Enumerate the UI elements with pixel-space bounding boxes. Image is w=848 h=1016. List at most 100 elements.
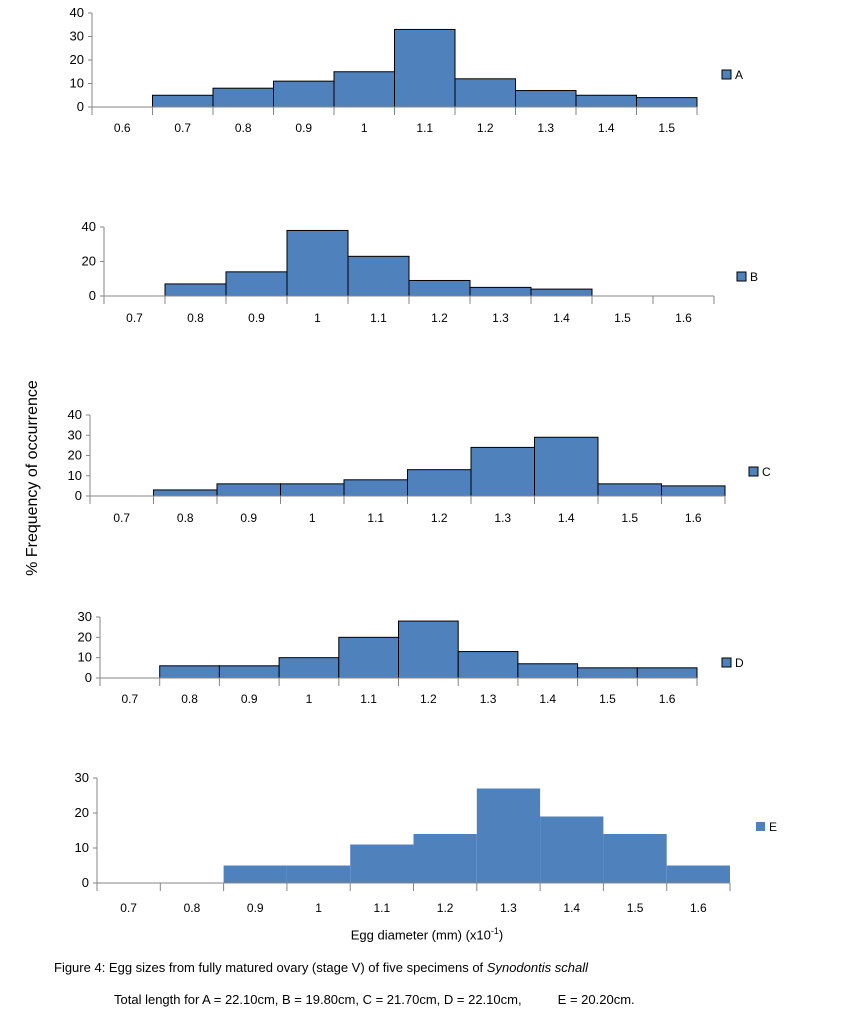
- y-tick-label: 20: [82, 254, 96, 269]
- bar: [273, 80, 335, 108]
- histogram-A: 0 10 20 30 40 0.6 0.7 0.8 0.9 1 1.1 1.2 1.3 1.4 1.5 A: [70, 5, 743, 135]
- bar: [470, 446, 535, 497]
- y-tick-label: 30: [68, 427, 82, 442]
- bar: [153, 489, 218, 497]
- x-axis-label-text: Egg diameter (mm) (x10: [350, 927, 491, 943]
- bar: [286, 865, 351, 883]
- histogram-C: 0 10 20 30 40 0.7 0.8 0.9 1 1.1 1.2 1.3 1.4 1.5 1.6 C: [68, 407, 771, 525]
- x-tick-label: 0.9: [295, 121, 312, 135]
- bar: [408, 279, 471, 297]
- x-tick-label: 1.1: [360, 692, 377, 706]
- x-tick-label: 1: [309, 511, 316, 525]
- x-tick-label: 0.7: [174, 121, 191, 135]
- x-tick-label: 0.7: [126, 311, 143, 325]
- x-tick-label: 1.6: [659, 692, 676, 706]
- y-tick-label: 0: [77, 99, 84, 114]
- bar: [218, 665, 280, 679]
- bar: [333, 71, 395, 108]
- bar: [164, 283, 227, 297]
- bar: [407, 469, 472, 497]
- bar: [152, 94, 214, 108]
- x-tick-label: 1.4: [539, 692, 556, 706]
- x-tick-label: 0.7: [113, 511, 130, 525]
- bar: [216, 483, 281, 497]
- x-tick-label: 1.2: [431, 311, 448, 325]
- x-tick-label: 1.4: [563, 901, 580, 915]
- x-tick-label: 1.6: [685, 511, 702, 525]
- y-tick-label: 10: [75, 840, 89, 855]
- figure-caption: Figure 4: Egg sizes from fully matured o…: [54, 960, 588, 975]
- x-tick-label: 0.7: [120, 901, 137, 915]
- legend-label: A: [735, 68, 743, 82]
- x-tick-label: 1.1: [367, 511, 384, 525]
- bar: [159, 665, 220, 679]
- total-length-note: Total length for A = 22.10cm, B = 19.80c…: [114, 992, 635, 1007]
- x-tick-label: 1: [361, 121, 368, 135]
- bar: [603, 834, 667, 883]
- x-tick-label: 1.2: [431, 511, 448, 525]
- legend-swatch: [748, 466, 759, 477]
- x-tick-label: 1.4: [558, 511, 575, 525]
- legend-swatch: [721, 657, 732, 668]
- bar: [286, 229, 349, 297]
- y-tick-label: 20: [70, 52, 84, 67]
- y-tick-label: 30: [70, 29, 84, 44]
- bar: [666, 865, 730, 883]
- legend-swatch: [736, 271, 747, 282]
- x-tick-label: 1: [314, 311, 321, 325]
- bar: [457, 651, 519, 679]
- y-tick-label: 30: [78, 609, 92, 624]
- x-tick-label: 1.5: [614, 311, 631, 325]
- legend-swatch: [756, 822, 765, 831]
- y-tick-label: 10: [68, 468, 82, 483]
- x-axis-label: Egg diameter (mm) (x10-1): [351, 926, 504, 942]
- x-tick-label: 0.8: [235, 121, 252, 135]
- y-tick-label: 0: [85, 670, 92, 685]
- x-tick-label: 1: [315, 901, 322, 915]
- bar: [530, 288, 593, 297]
- y-tick-label: 20: [78, 629, 92, 644]
- caption-text: Figure 4: Egg sizes from fully matured o…: [54, 960, 487, 975]
- bar: [343, 479, 408, 497]
- bar: [597, 483, 662, 497]
- bar: [575, 94, 637, 108]
- bar: [212, 87, 274, 108]
- bar: [347, 255, 410, 297]
- x-tick-label: 1.2: [477, 121, 494, 135]
- x-tick-label: 1.2: [420, 692, 437, 706]
- x-tick-label: 1.5: [621, 511, 638, 525]
- x-tick-label: 1.4: [598, 121, 615, 135]
- y-tick-label: 20: [75, 805, 89, 820]
- x-tick-label: 0.9: [241, 692, 258, 706]
- x-tick-label: 0.9: [247, 901, 264, 915]
- bar: [540, 816, 604, 883]
- y-tick-label: 10: [78, 650, 92, 665]
- x-tick-label: 0.6: [114, 121, 131, 135]
- legend-label: D: [735, 656, 744, 670]
- bar: [534, 436, 599, 497]
- x-tick-label: 0.8: [181, 692, 198, 706]
- bar: [517, 663, 579, 679]
- bar: [515, 90, 577, 108]
- legend-swatch: [721, 69, 732, 80]
- bar: [338, 636, 399, 679]
- x-tick-label: 1.5: [599, 692, 616, 706]
- x-tick-label: 1.4: [553, 311, 570, 325]
- bar: [636, 667, 698, 679]
- bar: [469, 286, 532, 297]
- x-tick-label: 1.3: [492, 311, 509, 325]
- x-tick-label: 0.8: [187, 311, 204, 325]
- histogram-E: 0 10 20 30 0.7 0.8 0.9 1 1.1 1.2 1.3 1.4 1.5 1.6 E: [75, 770, 777, 915]
- x-tick-label: 1.5: [627, 901, 644, 915]
- bar: [223, 865, 287, 883]
- y-tick-label: 0: [89, 288, 96, 303]
- bar: [225, 271, 288, 297]
- x-tick-label: 1: [306, 692, 313, 706]
- histogram-D: 0 10 20 30 0.7 0.8 0.9 1 1.1 1.2 1.3 1.4 1.5 1.6 D: [78, 609, 744, 706]
- legend-label: E: [769, 820, 777, 834]
- bar: [394, 28, 456, 108]
- legend-label: B: [750, 270, 758, 284]
- legend-label: C: [762, 465, 771, 479]
- bar: [476, 788, 541, 883]
- bar: [636, 97, 698, 108]
